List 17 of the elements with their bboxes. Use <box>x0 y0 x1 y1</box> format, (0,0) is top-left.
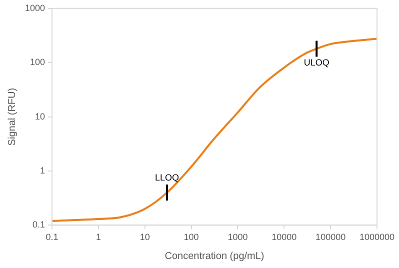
y-tick-label: 0.1 <box>32 220 46 230</box>
x-tick-label: 100 <box>184 232 199 242</box>
x-axis-title: Concentration (pg/mL) <box>164 250 264 262</box>
x-tick-label: 0.1 <box>46 232 58 242</box>
x-tick-label: 10000 <box>272 232 297 242</box>
x-tick-label: 100000 <box>316 232 346 242</box>
x-tick-label: 1000 <box>228 232 248 242</box>
annotation: LLOQ <box>155 172 180 183</box>
y-tick-label: 100 <box>30 57 46 68</box>
x-tick-label: 1000000 <box>359 232 395 242</box>
y-axis-title: Signal (RFU) <box>6 88 18 146</box>
annotation: ULOQ <box>304 58 330 68</box>
y-tick-label: 1000 <box>24 2 46 13</box>
x-tick-label: 1 <box>96 232 101 242</box>
x-tick-label: 10 <box>140 232 150 242</box>
y-tick-label: 1 <box>40 165 46 176</box>
y-tick-label: 10 <box>35 111 46 122</box>
